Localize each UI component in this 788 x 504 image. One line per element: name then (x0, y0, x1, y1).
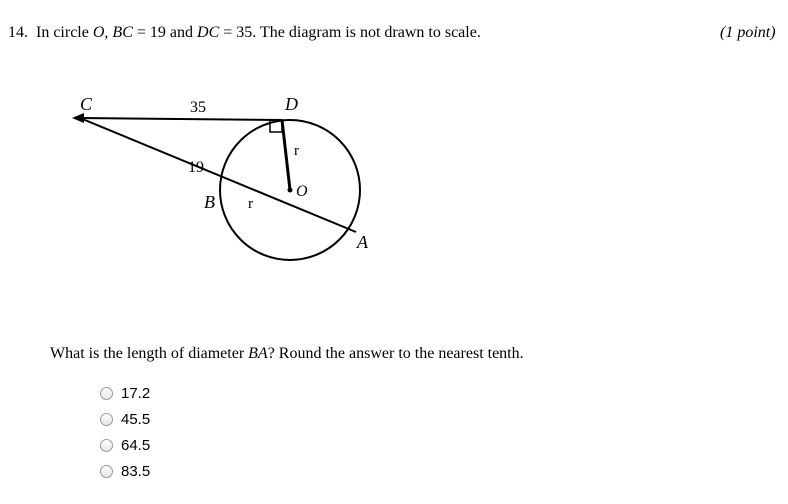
question-number: 14. (8, 24, 28, 42)
segment-bc: BC (112, 24, 132, 41)
radio-icon[interactable] (100, 439, 113, 452)
label-o: O (296, 183, 308, 200)
choice-label: 17.2 (121, 385, 150, 402)
question-prompt: What is the length of diameter BA? Round… (50, 345, 524, 363)
label-r1: r (294, 143, 299, 159)
qtext-part: In circle (36, 24, 93, 41)
arrowhead-icon (72, 113, 84, 123)
value-bc: 19 (150, 24, 166, 41)
radio-icon[interactable] (100, 465, 113, 478)
prompt-part: What is the length of diameter (50, 345, 248, 362)
question-text: In circle O, BC = 19 and DC = 35. The di… (36, 24, 481, 42)
value-dc: 35 (236, 24, 252, 41)
label-35: 35 (190, 99, 206, 116)
label-c: C (80, 94, 93, 114)
choice-4[interactable]: 83.5 (100, 458, 150, 484)
line-cd (80, 118, 282, 120)
choice-2[interactable]: 45.5 (100, 406, 150, 432)
qtext-part: . The diagram is not drawn to scale. (252, 24, 481, 41)
qtext-part: = (219, 24, 236, 41)
label-d: D (284, 94, 298, 114)
answer-choices: 17.2 45.5 64.5 83.5 (100, 380, 150, 484)
radio-icon[interactable] (100, 413, 113, 426)
choice-label: 83.5 (121, 463, 150, 480)
choice-label: 64.5 (121, 437, 150, 454)
choice-1[interactable]: 17.2 (100, 380, 150, 406)
diameter-name: BA (248, 345, 268, 362)
segment-dc: DC (197, 24, 219, 41)
geometry-diagram: C D B A O 35 19 r r (60, 80, 400, 300)
label-19: 19 (188, 159, 204, 176)
qtext-part: and (166, 24, 197, 41)
label-r2: r (248, 196, 253, 212)
circle-name: O (93, 24, 105, 41)
label-b: B (204, 192, 215, 212)
prompt-part: ? Round the answer to the nearest tenth. (268, 345, 524, 362)
choice-3[interactable]: 64.5 (100, 432, 150, 458)
question-page: 14. In circle O, BC = 19 and DC = 35. Th… (0, 0, 788, 504)
line-od (282, 120, 290, 190)
line-ca (80, 118, 356, 232)
label-a: A (356, 232, 369, 252)
center-dot (288, 188, 293, 193)
choice-label: 45.5 (121, 411, 150, 428)
points-label: (1 point) (720, 24, 776, 42)
radio-icon[interactable] (100, 387, 113, 400)
qtext-part: = (133, 24, 150, 41)
